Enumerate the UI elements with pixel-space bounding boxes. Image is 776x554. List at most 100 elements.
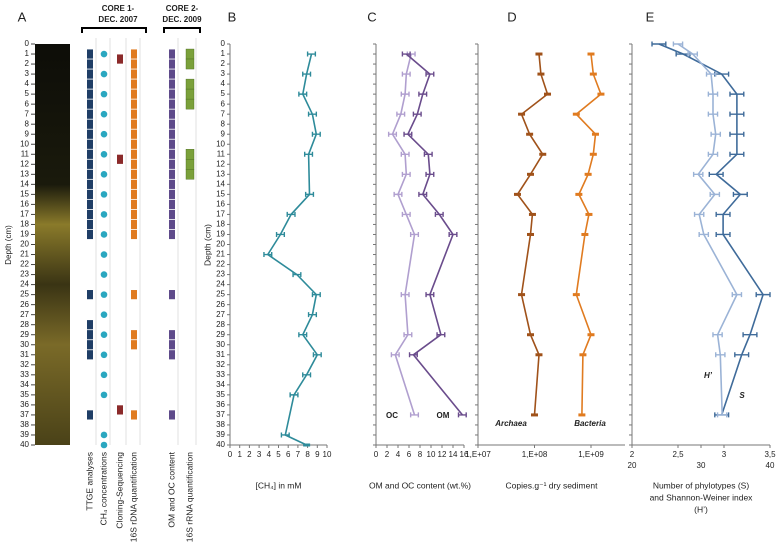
y-tick-label: 27 — [216, 310, 225, 319]
y-tick-label: 0 — [221, 39, 226, 48]
sample-bar — [87, 129, 93, 139]
sample-bar — [169, 139, 175, 149]
sample-bar — [169, 119, 175, 129]
y-tick-label: 7 — [221, 109, 226, 118]
error-bar — [418, 91, 428, 97]
series-line — [516, 53, 549, 415]
sample-bar — [169, 129, 175, 139]
point — [572, 112, 580, 116]
sample-block — [185, 159, 195, 170]
sample-bar — [87, 350, 93, 360]
error-bar — [712, 332, 723, 338]
y-tick-label: 28 — [20, 320, 29, 329]
sample-bar — [87, 219, 93, 230]
point — [544, 92, 552, 96]
y-tick-label: 30 — [216, 340, 225, 349]
sample-block — [185, 48, 195, 60]
sample-bar — [87, 209, 93, 220]
y-tick-label: 6 — [221, 99, 226, 108]
y-tick-label: 29 — [216, 330, 225, 339]
error-bar — [306, 51, 317, 57]
y-tick-label: 39 — [216, 430, 225, 439]
point — [584, 172, 592, 176]
error-bar — [409, 231, 420, 237]
y-tick-label: 38 — [216, 420, 225, 429]
error-bar — [731, 292, 743, 298]
y-tick-label: 38 — [20, 420, 29, 429]
panel-letter: A — [18, 9, 27, 24]
point — [589, 152, 597, 156]
core-photo — [35, 44, 70, 445]
x-tick-label: 14 — [449, 450, 458, 459]
sample-bar — [87, 89, 93, 99]
point — [579, 353, 587, 357]
sample-bar — [131, 119, 137, 129]
point — [575, 192, 583, 196]
sample-bar — [131, 209, 137, 220]
point — [589, 72, 597, 76]
sample-dot — [100, 90, 108, 98]
sample-bar — [169, 69, 175, 79]
sample-bar — [131, 69, 137, 79]
y-tick-label: 4 — [25, 79, 30, 88]
y-tick-label: 36 — [20, 400, 29, 409]
error-bar — [307, 312, 318, 318]
sample-bar — [169, 350, 175, 360]
sample-bar — [169, 179, 175, 189]
y-tick-label: 28 — [216, 320, 225, 329]
column-label: Cloning-Sequencing — [114, 452, 124, 529]
x-tick-label: 3 — [722, 450, 727, 459]
y-tick-label: 17 — [216, 210, 225, 219]
y-tick-label: 26 — [20, 300, 29, 309]
sample-dot — [100, 251, 108, 258]
sample-dot — [100, 70, 108, 78]
sample-bar — [169, 290, 175, 300]
sample-bar — [169, 219, 175, 230]
y-tick-label: 19 — [216, 230, 225, 239]
core-title: DEC. 2007 — [98, 15, 138, 24]
y-tick-label: 14 — [216, 179, 225, 188]
y-tick-label: 7 — [25, 109, 30, 118]
y-tick-label: 19 — [20, 230, 29, 239]
sample-dot — [100, 271, 108, 278]
panel-letter: E — [646, 9, 655, 24]
y-tick-label: 12 — [20, 159, 29, 168]
point — [578, 413, 586, 417]
error-bar — [418, 191, 428, 197]
point — [528, 212, 536, 216]
y-tick-label: 8 — [25, 119, 30, 128]
point — [530, 413, 538, 417]
y-tick-label: 15 — [20, 189, 29, 198]
x-tick-label: 0 — [228, 450, 233, 459]
error-bar — [710, 131, 722, 137]
core-bracket — [81, 27, 147, 33]
error-bar — [705, 71, 717, 77]
y-tick-label: 13 — [216, 169, 225, 178]
y-tick-label: 8 — [221, 119, 226, 128]
sample-bar — [87, 330, 93, 340]
x-tick-label: 2,5 — [672, 450, 684, 459]
sample-bar — [87, 79, 93, 89]
y-tick-label: 24 — [20, 280, 29, 289]
sample-bar — [117, 154, 123, 164]
sample-bar — [131, 79, 137, 89]
sample-bar — [117, 54, 123, 64]
y-tick-label: 5 — [221, 89, 226, 98]
error-bar — [286, 211, 296, 217]
x-tick-label: 3,5 — [764, 450, 776, 459]
error-bar — [311, 131, 321, 137]
y-tick-label: 1 — [25, 49, 30, 58]
error-bar — [396, 111, 406, 117]
y-tick-label: 33 — [216, 370, 225, 379]
y-tick-label: 4 — [221, 79, 226, 88]
error-bar — [709, 191, 721, 197]
y-tick-label: 15 — [216, 189, 225, 198]
error-bar — [408, 352, 418, 358]
x-axis-label: and Shannon-Weiner index — [650, 492, 754, 502]
y-tick-label: 35 — [216, 390, 225, 399]
sample-bar — [87, 410, 93, 420]
error-bar — [715, 231, 731, 237]
y-tick-label: 32 — [20, 360, 29, 369]
y-tick-label: 20 — [20, 240, 29, 249]
